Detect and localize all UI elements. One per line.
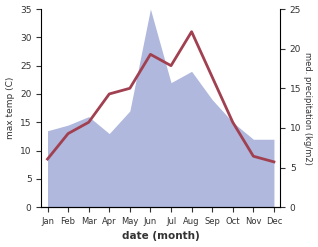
Y-axis label: max temp (C): max temp (C) bbox=[5, 77, 15, 139]
Y-axis label: med. precipitation (kg/m2): med. precipitation (kg/m2) bbox=[303, 52, 313, 165]
X-axis label: date (month): date (month) bbox=[122, 231, 200, 242]
